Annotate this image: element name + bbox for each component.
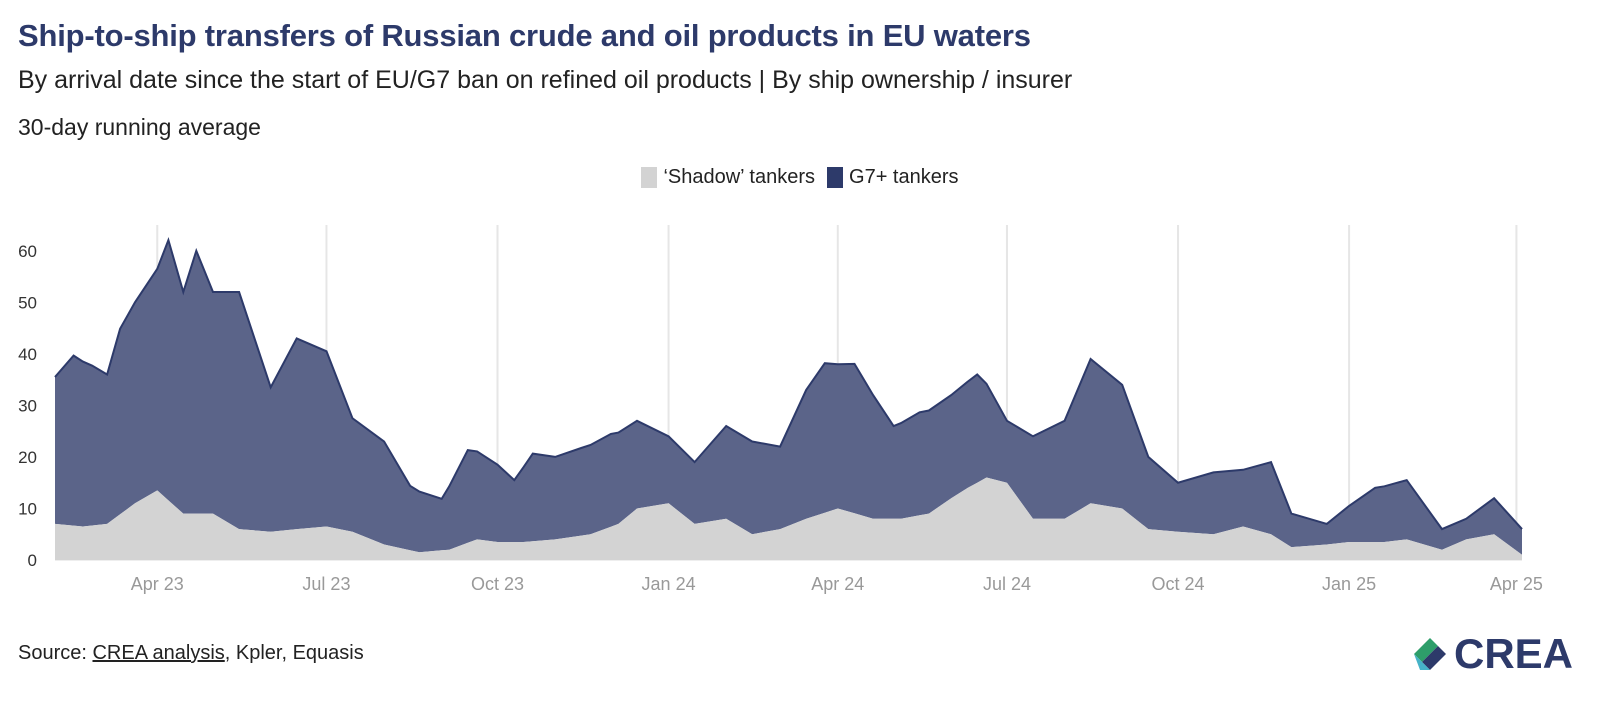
x-tick-label: Oct 23 <box>471 574 524 594</box>
legend-swatch-g7 <box>827 167 844 188</box>
crea-logo-text: CREA <box>1454 630 1574 677</box>
source-rest: , Kpler, Equasis <box>224 642 364 664</box>
x-tick-label: Jan 25 <box>1322 574 1376 594</box>
x-tick-label: Jul 24 <box>983 574 1031 594</box>
chart-legend: ‘Shadow’ tankers G7+ tankers <box>0 166 1600 189</box>
legend-item-shadow: ‘Shadow’ tankers <box>641 166 815 189</box>
y-axis: 0 10 20 30 40 50 60 <box>18 242 37 570</box>
source-note: Source: CREA analysis, Kpler, Equasis <box>18 642 364 665</box>
y-tick-label: 40 <box>18 345 37 364</box>
y-tick-label: 0 <box>28 551 37 570</box>
y-tick-label: 10 <box>18 499 37 518</box>
chart-title: Ship-to-ship transfers of Russian crude … <box>18 18 1031 53</box>
source-prefix: Source: <box>18 642 93 664</box>
y-tick-label: 60 <box>18 242 37 261</box>
g7-tankers-line <box>54 236 1523 531</box>
legend-item-g7: G7+ tankers <box>827 166 959 189</box>
g7-tankers-area <box>55 240 1522 555</box>
x-tick-label: Oct 24 <box>1152 574 1205 594</box>
x-axis: Apr 23 Jul 23 Oct 23 Jan 24 Apr 24 Jul 24 Oct … <box>131 574 1543 594</box>
x-tick-label: Jan 24 <box>642 574 696 594</box>
x-tick-label: Apr 25 <box>1490 574 1543 594</box>
source-link-crea-analysis[interactable]: CREA analysis <box>92 642 225 664</box>
x-tick-label: Jul 23 <box>302 574 350 594</box>
x-tick-label: Apr 23 <box>131 574 184 594</box>
y-tick-label: 30 <box>18 396 37 415</box>
legend-swatch-shadow <box>641 167 658 188</box>
y-tick-label: 50 <box>18 293 37 312</box>
shadow-tankers-area <box>55 477 1522 560</box>
crea-leaf-icon <box>1414 638 1446 670</box>
chart-areas <box>54 236 1523 560</box>
legend-label-shadow: ‘Shadow’ tankers <box>663 166 816 188</box>
crea-logo: CREA <box>1406 626 1586 686</box>
y-tick-label: 20 <box>18 448 37 467</box>
x-tick-label: Apr 24 <box>811 574 864 594</box>
chart-subtitle: By arrival date since the start of EU/G7… <box>18 66 1073 94</box>
legend-label-g7: G7+ tankers <box>849 166 959 188</box>
chart-note: 30-day running average <box>18 114 261 140</box>
